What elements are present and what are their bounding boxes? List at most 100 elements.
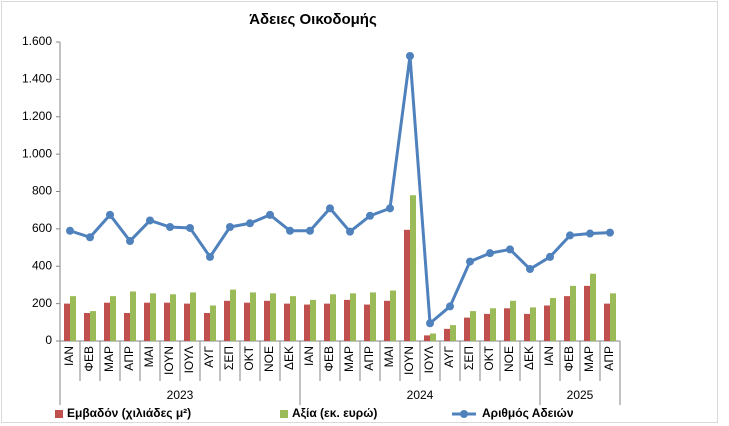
x-tick-label: ΙΟΥΛ [182,346,196,373]
bar [90,311,96,341]
line-marker [586,229,594,238]
line-marker [526,265,534,274]
x-tick-label: ΜΑΡ [102,346,116,372]
bar [470,311,476,341]
bar [170,294,176,341]
bar [330,294,336,341]
line-marker [86,233,94,242]
line-marker [106,210,114,219]
line-marker [186,223,194,232]
group-label: 2025 [567,388,594,402]
bar [404,229,410,341]
bar [84,312,90,341]
line-marker [506,245,514,254]
bar [384,300,390,341]
bar [150,293,156,341]
x-tick-label: ΑΥΓ [442,346,456,368]
bar [230,289,236,341]
line-marker [426,319,434,328]
bar [570,285,576,341]
y-tick-label: 400 [32,258,52,272]
line-marker [366,211,374,220]
bar [264,300,270,341]
y-tick-label: 200 [32,296,52,310]
bar [510,300,516,341]
line-marker [306,226,314,235]
line-marker [286,226,294,235]
x-tick-label: ΜΑΙ [382,346,396,367]
line-marker [126,237,134,246]
x-tick-label: ΦΕΒ [562,346,576,372]
bar [450,325,456,341]
y-tick-label: 0 [45,333,52,347]
legend-label: Αριθμός Αδειών [482,406,574,420]
line-marker [566,231,574,240]
bar [444,328,450,341]
bar [130,291,136,341]
bar [284,303,290,341]
bar [370,292,376,341]
bar [564,296,570,341]
group-label: 2024 [407,388,434,402]
bar [424,335,430,341]
bar [584,285,590,341]
x-tick-label: ΣΕΠ [222,346,236,370]
bar [190,292,196,341]
group-label: 2023 [167,388,194,402]
x-tick-label: ΑΠΡ [362,346,376,371]
line-marker [606,228,614,237]
x-tick-label: ΝΟΕ [262,346,276,372]
bar [390,290,396,341]
bar [484,313,490,341]
bar [364,304,370,341]
bar [104,302,110,341]
line-marker [206,252,214,261]
x-tick-label: ΙΑΝ [62,346,76,366]
bar [144,302,150,341]
bar [310,299,316,341]
x-tick-label: ΦΕΒ [82,346,96,372]
bar [244,302,250,341]
bar [164,302,170,341]
bar [64,303,70,341]
bar [604,303,610,341]
bar [504,308,510,341]
y-tick-label: 1.000 [22,146,52,160]
bar [224,300,230,341]
x-tick-label: ΝΟΕ [502,346,516,372]
bar [524,313,530,341]
legend-swatch [55,410,63,418]
bar [124,312,130,341]
line-marker [446,302,454,311]
bar [464,317,470,341]
x-tick-label: ΜΑΙ [142,346,156,367]
y-tick-label: 1.400 [22,72,52,86]
bar [204,312,210,341]
bar [590,273,596,341]
bar [550,298,556,341]
x-tick-label: ΣΕΠ [462,346,476,370]
line-marker [406,52,414,61]
y-tick-label: 1.600 [22,34,52,48]
bar [70,296,76,341]
line [69,55,611,327]
line-marker [486,249,494,258]
x-tick-label: ΜΑΡ [342,346,356,372]
bar [184,303,190,341]
x-tick-label: ΙΟΥΝ [402,346,416,375]
bar [490,308,496,341]
x-tick-label: ΔΕΚ [522,346,536,370]
bar [430,333,436,341]
legend-label: Αξία (εκ. ευρώ) [292,406,377,420]
x-tick-label: ΑΠΡ [122,346,136,371]
bar [610,293,616,341]
x-tick-label: ΦΕΒ [322,346,336,372]
bar [344,299,350,341]
legend-swatch [280,410,288,418]
line-marker [266,210,274,219]
x-tick-label: ΔΕΚ [282,346,296,370]
bar [304,304,310,341]
bar [290,296,296,341]
bar [410,195,416,341]
bar [544,305,550,341]
